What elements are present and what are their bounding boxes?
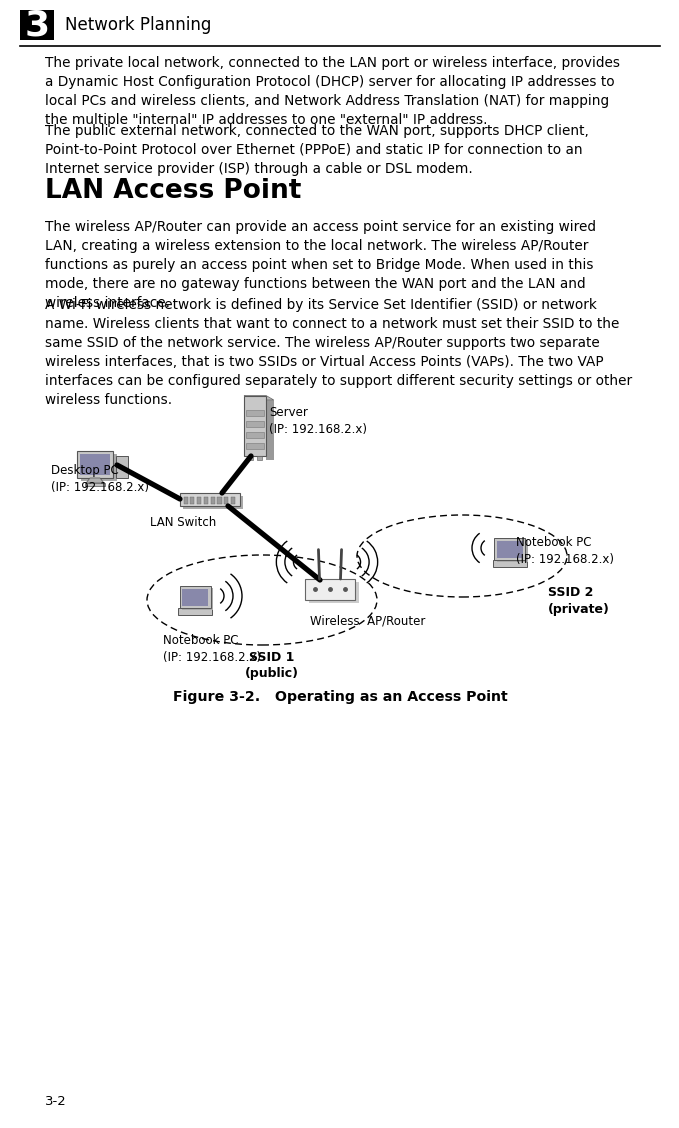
Text: SSID 1
(public): SSID 1 (public) [245, 651, 299, 680]
FancyBboxPatch shape [217, 497, 221, 503]
Polygon shape [86, 478, 104, 483]
Text: LAN Access Point: LAN Access Point [45, 178, 301, 204]
FancyBboxPatch shape [183, 497, 187, 503]
FancyBboxPatch shape [179, 587, 210, 608]
FancyBboxPatch shape [497, 540, 523, 557]
FancyBboxPatch shape [85, 483, 105, 486]
FancyBboxPatch shape [204, 497, 208, 503]
FancyBboxPatch shape [183, 496, 243, 509]
FancyBboxPatch shape [180, 493, 240, 506]
Text: The private local network, connected to the LAN port or wireless interface, prov: The private local network, connected to … [45, 56, 620, 126]
FancyBboxPatch shape [257, 456, 262, 460]
FancyBboxPatch shape [246, 432, 264, 439]
Polygon shape [244, 396, 274, 400]
Text: Network Planning: Network Planning [65, 16, 211, 34]
FancyBboxPatch shape [497, 539, 528, 562]
Text: 3-2: 3-2 [45, 1095, 67, 1108]
FancyBboxPatch shape [20, 10, 54, 39]
FancyBboxPatch shape [493, 559, 527, 567]
FancyBboxPatch shape [246, 443, 264, 449]
FancyBboxPatch shape [266, 400, 274, 460]
FancyBboxPatch shape [246, 421, 264, 428]
FancyBboxPatch shape [77, 451, 113, 478]
Text: Notebook PC
(IP: 192.168.2.x): Notebook PC (IP: 192.168.2.x) [163, 634, 261, 663]
FancyBboxPatch shape [116, 456, 128, 478]
FancyBboxPatch shape [197, 497, 201, 503]
FancyBboxPatch shape [80, 453, 110, 475]
Text: The public external network, connected to the WAN port, supports DHCP client,
Po: The public external network, connected t… [45, 124, 589, 176]
Text: SSID 2
(private): SSID 2 (private) [548, 587, 610, 616]
Text: Server
(IP: 192.168.2.x): Server (IP: 192.168.2.x) [269, 406, 367, 435]
Text: Wireless  AP/Router: Wireless AP/Router [310, 614, 425, 627]
Text: LAN Switch: LAN Switch [150, 515, 216, 529]
FancyBboxPatch shape [81, 453, 117, 481]
FancyBboxPatch shape [190, 497, 194, 503]
FancyBboxPatch shape [210, 497, 215, 503]
FancyBboxPatch shape [305, 579, 355, 600]
Text: A Wi-Fi wireless network is defined by its Service Set Identifier (SSID) or netw: A Wi-Fi wireless network is defined by i… [45, 298, 632, 407]
FancyBboxPatch shape [494, 538, 526, 559]
Text: Notebook PC
(IP: 192.168.2.x): Notebook PC (IP: 192.168.2.x) [516, 536, 614, 565]
FancyBboxPatch shape [224, 497, 228, 503]
Text: Figure 3-2.   Operating as an Access Point: Figure 3-2. Operating as an Access Point [172, 690, 507, 704]
FancyBboxPatch shape [231, 497, 235, 503]
Text: 3: 3 [24, 8, 50, 42]
FancyBboxPatch shape [248, 456, 253, 460]
FancyBboxPatch shape [246, 409, 264, 416]
FancyBboxPatch shape [244, 396, 266, 456]
FancyBboxPatch shape [182, 589, 208, 606]
FancyBboxPatch shape [309, 582, 359, 603]
Text: The wireless AP/Router can provide an access point service for an existing wired: The wireless AP/Router can provide an ac… [45, 220, 596, 310]
Text: Desktop PC
(IP: 192.168.2.x): Desktop PC (IP: 192.168.2.x) [51, 464, 149, 494]
FancyBboxPatch shape [182, 588, 213, 609]
FancyBboxPatch shape [178, 608, 212, 615]
